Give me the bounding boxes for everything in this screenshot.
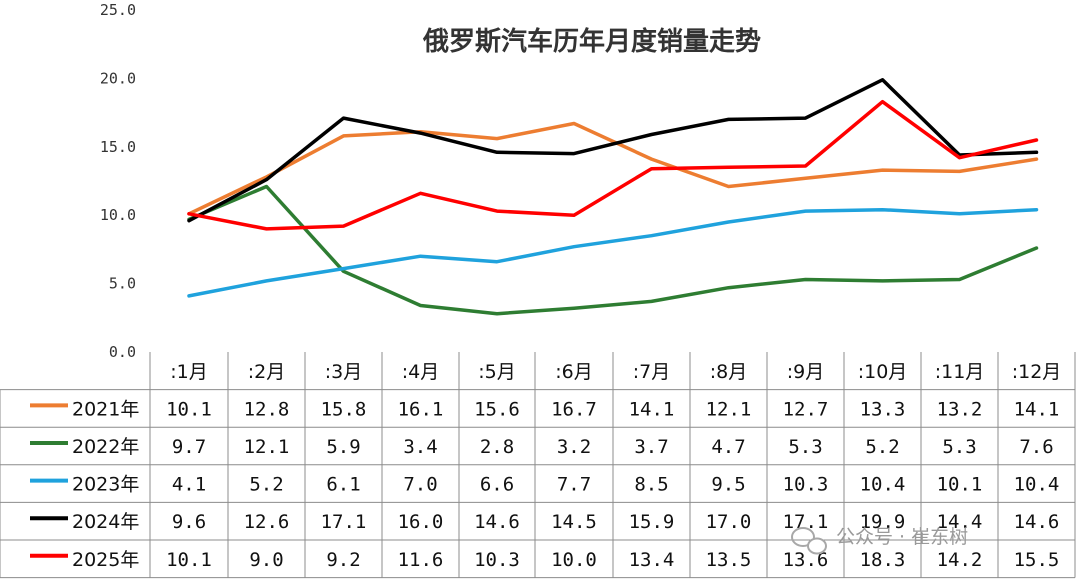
data-label: 10.1	[166, 549, 212, 571]
category-label: :1月	[170, 361, 208, 383]
data-label: 12.1	[706, 398, 752, 420]
y-tick-label: 5.0	[109, 275, 136, 293]
category-label: :5月	[478, 361, 516, 383]
data-label: 3.2	[557, 436, 591, 458]
data-label: 10.4	[860, 474, 906, 496]
legend-label: 2024年	[72, 511, 139, 533]
data-label: 5.3	[788, 436, 822, 458]
data-label: 5.2	[249, 474, 283, 496]
category-label: :4月	[402, 361, 440, 383]
data-label: 2.8	[480, 436, 514, 458]
data-label: 10.1	[166, 398, 212, 420]
chart-title: 俄罗斯汽车历年月度销量走势	[422, 26, 761, 57]
data-label: 14.1	[1014, 398, 1060, 420]
data-label: 15.8	[321, 398, 367, 420]
data-label: 16.0	[398, 511, 444, 533]
data-label: 13.3	[860, 398, 906, 420]
series-line	[187, 184, 1039, 316]
data-label: 9.2	[326, 549, 360, 571]
data-label: 15.6	[474, 398, 520, 420]
data-label: 13.2	[937, 398, 983, 420]
data-table-grid	[0, 352, 1076, 579]
data-label: 12.7	[783, 398, 829, 420]
data-label: 7.0	[403, 474, 437, 496]
data-label: 13.5	[706, 549, 752, 571]
y-tick-label: 20.0	[100, 69, 136, 87]
category-label: :12月	[1012, 361, 1062, 383]
data-label: 3.4	[403, 436, 437, 458]
data-label: 14.2	[937, 549, 983, 571]
y-tick-label: 10.0	[100, 206, 136, 224]
data-label: 10.1	[937, 474, 983, 496]
data-label: 19.9	[860, 511, 906, 533]
legend-label: 2021年	[72, 398, 139, 420]
category-label: :6月	[555, 361, 593, 383]
series-lines	[187, 78, 1039, 316]
category-label: :9月	[787, 361, 825, 383]
data-table-rows: 2021年 10.1 12.8 15.8 16.1 15.6 16.7 14.1 12.1 12.…	[30, 398, 1060, 571]
data-label: 17.1	[321, 511, 367, 533]
data-label: 5.2	[865, 436, 899, 458]
data-label: 17.0	[706, 511, 752, 533]
data-label: 6.6	[480, 474, 514, 496]
y-tick-label: 25.0	[100, 1, 136, 19]
month-header-row: :1月 :2月 :3月 :4月 :5月 :6月 :7月 :8月 :9月 :10月 :11月 :12月	[170, 361, 1061, 383]
series-line	[187, 207, 1039, 298]
data-label: 10.4	[1014, 474, 1060, 496]
data-label: 17.1	[783, 511, 829, 533]
data-label: 14.1	[629, 398, 675, 420]
legend-label: 2025年	[72, 549, 139, 571]
data-label: 15.5	[1014, 549, 1060, 571]
watermark: 公众号 · 崔东树	[791, 526, 968, 555]
data-label: 14.6	[474, 511, 520, 533]
data-label: 5.3	[942, 436, 976, 458]
y-tick-label: 0.0	[109, 343, 136, 361]
data-label: 14.6	[1014, 511, 1060, 533]
legend-label: 2022年	[72, 436, 139, 458]
data-label: 11.6	[398, 549, 444, 571]
category-label: :10月	[858, 361, 908, 383]
category-label: :8月	[710, 361, 748, 383]
data-label: 16.1	[398, 398, 444, 420]
data-label: 8.5	[634, 474, 668, 496]
data-label: 7.6	[1019, 436, 1053, 458]
data-label: 14.4	[937, 511, 983, 533]
series-line	[187, 78, 1039, 223]
data-label: 9.7	[172, 436, 206, 458]
data-label: 12.8	[244, 398, 290, 420]
data-label: 10.0	[551, 549, 597, 571]
y-axis-labels: 0.0 5.0 10.0 15.0 20.0 25.0	[100, 1, 136, 361]
data-label: 10.3	[474, 549, 520, 571]
data-label: 6.1	[326, 474, 360, 496]
data-label: 9.6	[172, 511, 206, 533]
data-label: 9.5	[711, 474, 745, 496]
data-label: 7.7	[557, 474, 591, 496]
data-label: 4.1	[172, 474, 206, 496]
series-line	[187, 99, 1039, 231]
data-label: 14.5	[551, 511, 597, 533]
data-label: 10.3	[783, 474, 829, 496]
data-label: 4.7	[711, 436, 745, 458]
category-label: :7月	[633, 361, 671, 383]
data-label: 13.4	[629, 549, 675, 571]
data-label: 12.6	[244, 511, 290, 533]
category-label: :11月	[935, 361, 985, 383]
data-label: 16.7	[551, 398, 597, 420]
watermark-text: 公众号 · 崔东树	[836, 526, 968, 548]
data-label: 3.7	[634, 436, 668, 458]
y-tick-label: 15.0	[100, 138, 136, 156]
category-label: :3月	[325, 361, 363, 383]
wechat-icon	[791, 527, 827, 555]
data-label: 12.1	[244, 436, 290, 458]
series-line	[187, 121, 1039, 216]
legend-label: 2023年	[72, 474, 139, 496]
data-label: 9.0	[249, 549, 283, 571]
data-label: 5.9	[326, 436, 360, 458]
data-label: 15.9	[629, 511, 675, 533]
category-label: :2月	[248, 361, 286, 383]
data-label: 18.3	[860, 549, 906, 571]
